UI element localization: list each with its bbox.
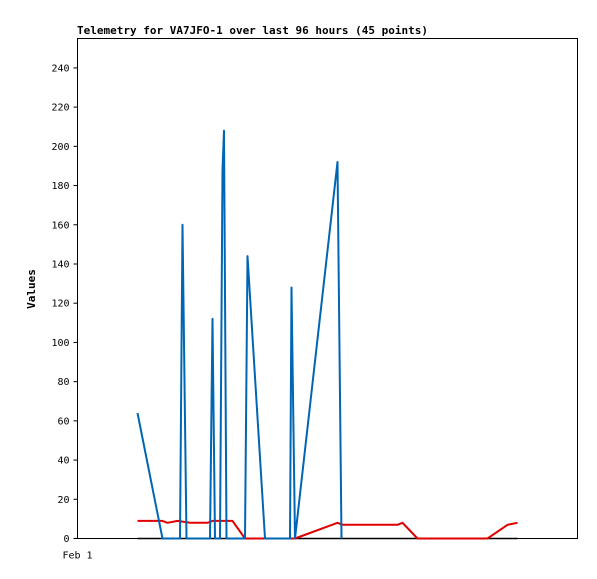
y-axis: 0 20 40 60 80 100 120 140 160 180 200 220 240	[51, 63, 78, 545]
y-tick-label: 240	[51, 63, 69, 74]
y-tick-label: 100	[51, 338, 69, 349]
series-line-1	[137, 519, 518, 540]
y-tick-label: 0	[63, 534, 69, 545]
series-line-0	[136, 129, 343, 540]
y-tick-label: 200	[51, 142, 69, 153]
y-tick-label: 140	[51, 259, 69, 270]
y-tick-label: 40	[57, 456, 69, 467]
plot-frame	[77, 38, 578, 539]
y-tick-label: 120	[51, 299, 69, 310]
y-tick-label: 80	[57, 377, 69, 388]
y-axis-label: Values	[25, 269, 38, 309]
y-tick-label: 20	[57, 495, 69, 506]
series-group	[136, 129, 518, 540]
y-tick-label: 180	[51, 181, 69, 192]
x-tick-label: Feb 1	[62, 551, 92, 562]
y-tick-label: 160	[51, 220, 69, 231]
x-axis: Feb 1	[62, 551, 92, 562]
chart-title: Telemetry for VA7JFO-1 over last 96 hour…	[77, 24, 428, 37]
y-tick-label: 220	[51, 103, 69, 114]
y-tick-label: 60	[57, 416, 69, 427]
